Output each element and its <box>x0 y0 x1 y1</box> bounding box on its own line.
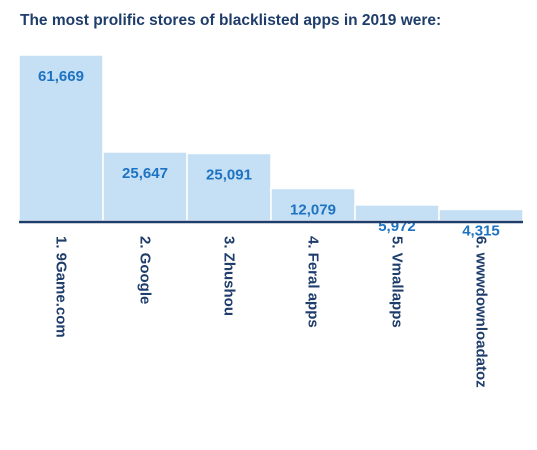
category-label-6: 6. wwwdownloadatoz <box>473 236 490 388</box>
bar-3 <box>186 152 272 222</box>
bar-1 <box>18 54 104 222</box>
value-label-6: 4,315 <box>462 222 500 239</box>
category-label-3: 3. Zhushou <box>221 236 238 316</box>
bar-6 <box>438 208 524 222</box>
category-label-4: 4. Feral apps <box>305 236 322 328</box>
value-label-4: 12,079 <box>290 201 336 218</box>
category-label-2: 2. Google <box>137 236 154 304</box>
value-label-3: 25,091 <box>206 166 252 183</box>
value-labels-layer: 61,669 25,647 25,091 12,079 5,972 4,315 <box>38 68 500 239</box>
category-labels-layer: 1. 9Game.com 2. Google 3. Zhushou 4. Feral … <box>53 236 490 388</box>
value-label-2: 25,647 <box>122 165 168 182</box>
category-label-5: 5. Vmallapps <box>389 236 406 328</box>
category-label-1: 1. 9Game.com <box>53 236 70 338</box>
chart-title: The most prolific stores of blacklisted … <box>20 12 442 29</box>
bar-2 <box>102 151 188 222</box>
value-label-1: 61,669 <box>38 68 84 85</box>
bars-layer <box>18 54 524 222</box>
value-label-5: 5,972 <box>378 218 416 235</box>
